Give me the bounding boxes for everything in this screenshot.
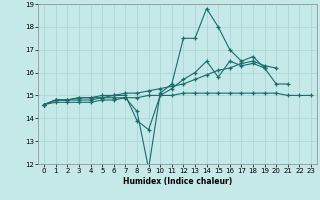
X-axis label: Humidex (Indice chaleur): Humidex (Indice chaleur)	[123, 177, 232, 186]
